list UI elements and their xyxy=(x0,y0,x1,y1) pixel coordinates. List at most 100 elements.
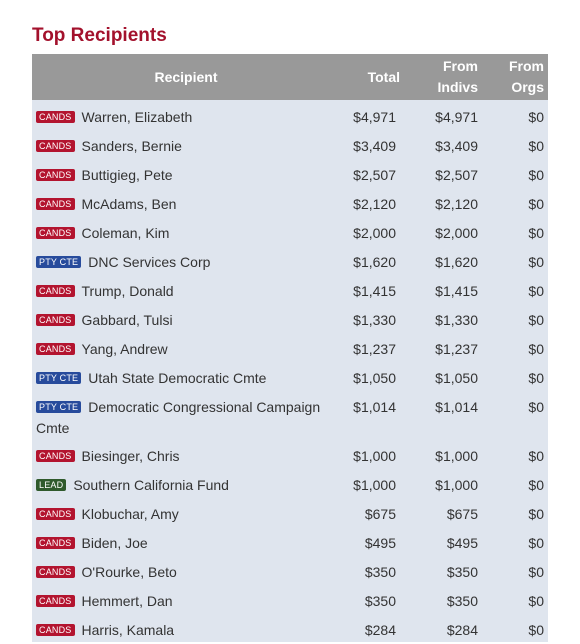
recipient-cell: CANDS Yang, Andrew xyxy=(32,332,340,361)
column-header: From Indivs xyxy=(404,54,482,100)
table-row: CANDS O'Rourke, Beto $350 $350 $0 xyxy=(32,555,548,584)
recipient-name: O'Rourke, Beto xyxy=(81,564,177,580)
table-row: CANDS Coleman, Kim $2,000 $2,000 $0 xyxy=(32,216,548,245)
indivs-cell: $350 xyxy=(404,555,482,584)
recipient-cell: CANDS Klobuchar, Amy xyxy=(32,497,340,526)
category-badge: CANDS xyxy=(36,450,75,462)
indivs-cell: $1,415 xyxy=(404,274,482,303)
orgs-cell: $0 xyxy=(482,555,548,584)
indivs-cell: $1,050 xyxy=(404,361,482,390)
indivs-cell: $2,507 xyxy=(404,158,482,187)
table-row: PTY CTE DNC Services Corp $1,620 $1,620 $0 xyxy=(32,245,548,274)
orgs-cell: $0 xyxy=(482,613,548,642)
recipient-cell: CANDS Warren, Elizabeth xyxy=(32,100,340,129)
recipient-name: Yang, Andrew xyxy=(81,341,168,357)
total-cell: $1,620 xyxy=(340,245,404,274)
orgs-cell: $0 xyxy=(482,129,548,158)
total-cell: $675 xyxy=(340,497,404,526)
table-row: PTY CTE Democratic Congressional Campaign… xyxy=(32,390,548,439)
indivs-cell: $1,014 xyxy=(404,390,482,439)
category-badge: LEAD xyxy=(36,479,67,491)
table-row: CANDS Yang, Andrew $1,237 $1,237 $0 xyxy=(32,332,548,361)
table-row: CANDS Harris, Kamala $284 $284 $0 xyxy=(32,613,548,642)
total-cell: $1,000 xyxy=(340,439,404,468)
total-cell: $1,000 xyxy=(340,468,404,497)
table-body: CANDS Warren, Elizabeth $4,971 $4,971 $0 CAND… xyxy=(32,100,548,642)
recipient-name: Biesinger, Chris xyxy=(81,448,180,464)
indivs-cell: $2,120 xyxy=(404,187,482,216)
recipient-cell: PTY CTE DNC Services Corp xyxy=(32,245,340,274)
table-row: CANDS Biden, Joe $495 $495 $0 xyxy=(32,526,548,555)
table-row: CANDS Warren, Elizabeth $4,971 $4,971 $0 xyxy=(32,100,548,129)
category-badge: CANDS xyxy=(36,169,75,181)
total-cell: $495 xyxy=(340,526,404,555)
indivs-cell: $1,237 xyxy=(404,332,482,361)
recipient-name: Coleman, Kim xyxy=(81,225,170,241)
recipient-name: Trump, Donald xyxy=(81,283,174,299)
category-badge: CANDS xyxy=(36,285,75,297)
recipient-cell: CANDS Trump, Donald xyxy=(32,274,340,303)
category-badge: CANDS xyxy=(36,566,75,578)
recipients-table: Recipient Total From Indivs From Orgs CANDS… xyxy=(32,54,548,642)
recipient-cell: PTY CTE Utah State Democratic Cmte xyxy=(32,361,340,390)
recipient-name: McAdams, Ben xyxy=(81,196,177,212)
recipient-cell: CANDS O'Rourke, Beto xyxy=(32,555,340,584)
category-badge: CANDS xyxy=(36,314,75,326)
orgs-cell: $0 xyxy=(482,274,548,303)
category-badge: CANDS xyxy=(36,595,75,607)
category-badge: CANDS xyxy=(36,508,75,520)
recipient-name: Biden, Joe xyxy=(81,535,148,551)
total-cell: $2,120 xyxy=(340,187,404,216)
table-header: Recipient Total From Indivs From Orgs xyxy=(32,54,548,100)
orgs-cell: $0 xyxy=(482,390,548,439)
indivs-cell: $2,000 xyxy=(404,216,482,245)
total-cell: $4,971 xyxy=(340,100,404,129)
recipient-name: Utah State Democratic Cmte xyxy=(88,370,267,386)
total-cell: $1,014 xyxy=(340,390,404,439)
orgs-cell: $0 xyxy=(482,497,548,526)
recipient-cell: CANDS Coleman, Kim xyxy=(32,216,340,245)
recipient-cell: PTY CTE Democratic Congressional Campaign… xyxy=(32,390,340,439)
recipient-name: Hemmert, Dan xyxy=(81,593,173,609)
orgs-cell: $0 xyxy=(482,332,548,361)
recipient-name: Sanders, Bernie xyxy=(81,138,182,154)
recipient-cell: CANDS McAdams, Ben xyxy=(32,187,340,216)
section-title: Top Recipients xyxy=(32,25,167,46)
table-row: CANDS Buttigieg, Pete $2,507 $2,507 $0 xyxy=(32,158,548,187)
orgs-cell: $0 xyxy=(482,158,548,187)
recipient-cell: CANDS Hemmert, Dan xyxy=(32,584,340,613)
recipient-name: Klobuchar, Amy xyxy=(81,506,179,522)
category-badge: PTY CTE xyxy=(36,401,82,413)
total-cell: $2,507 xyxy=(340,158,404,187)
category-badge: CANDS xyxy=(36,111,75,123)
total-cell: $2,000 xyxy=(340,216,404,245)
recipient-cell: LEAD Southern California Fund xyxy=(32,468,340,497)
recipient-cell: CANDS Biden, Joe xyxy=(32,526,340,555)
orgs-cell: $0 xyxy=(482,245,548,274)
orgs-cell: $0 xyxy=(482,361,548,390)
total-cell: $1,415 xyxy=(340,274,404,303)
indivs-cell: $284 xyxy=(404,613,482,642)
total-cell: $3,409 xyxy=(340,129,404,158)
recipient-name: DNC Services Corp xyxy=(88,254,211,270)
total-cell: $284 xyxy=(340,613,404,642)
table-row: CANDS McAdams, Ben $2,120 $2,120 $0 xyxy=(32,187,548,216)
orgs-cell: $0 xyxy=(482,303,548,332)
total-cell: $1,237 xyxy=(340,332,404,361)
recipient-cell: CANDS Gabbard, Tulsi xyxy=(32,303,340,332)
category-badge: PTY CTE xyxy=(36,256,82,268)
orgs-cell: $0 xyxy=(482,584,548,613)
category-badge: CANDS xyxy=(36,624,75,636)
orgs-cell: $0 xyxy=(482,100,548,129)
indivs-cell: $495 xyxy=(404,526,482,555)
recipient-name: Gabbard, Tulsi xyxy=(81,312,173,328)
recipient-name: Warren, Elizabeth xyxy=(81,109,193,125)
recipient-cell: CANDS Harris, Kamala xyxy=(32,613,340,642)
category-badge: CANDS xyxy=(36,343,75,355)
table-row: CANDS Gabbard, Tulsi $1,330 $1,330 $0 xyxy=(32,303,548,332)
header-row: Recipient Total From Indivs From Orgs xyxy=(32,54,548,100)
indivs-cell: $3,409 xyxy=(404,129,482,158)
column-header: Total xyxy=(340,54,404,100)
table-row: CANDS Hemmert, Dan $350 $350 $0 xyxy=(32,584,548,613)
